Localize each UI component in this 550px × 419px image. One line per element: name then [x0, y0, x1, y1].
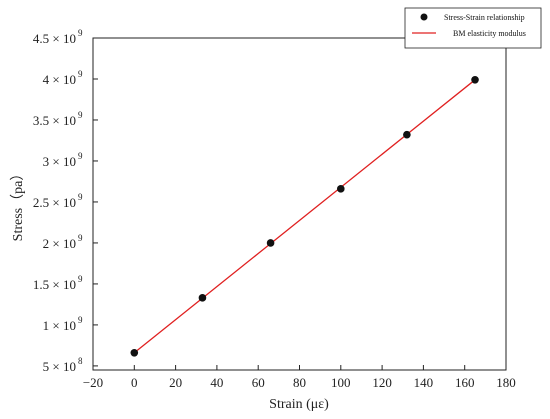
y-tick-mantissa: 4 — [43, 72, 50, 87]
y-axis-ticks: 5 × 10 81 × 10 91.5 × 10 92 × 10 92.5 × 10 93… — [33, 28, 98, 374]
y-tick-label: 2.5 × 10 — [33, 195, 76, 210]
y-tick-times-ten: × 10 — [49, 72, 76, 87]
x-tick-label: −20 — [83, 375, 103, 390]
y-tick-times-ten: × 10 — [49, 277, 76, 292]
plot-frame — [92, 37, 507, 371]
y-tick-label: 4 × 10 — [43, 72, 76, 87]
x-tick-label: 160 — [455, 375, 475, 390]
y-tick-mantissa: 2 — [43, 236, 50, 251]
data-point — [266, 239, 275, 247]
y-tick-mantissa: 1 — [43, 318, 50, 333]
x-axis-ticks: −20 0 20 40 60 80 100 120 140 160 180 — [83, 365, 516, 390]
y-tick-exponent: 9 — [78, 233, 83, 243]
y-tick-label: 1 × 10 — [43, 318, 76, 333]
legend-box — [404, 7, 542, 49]
y-tick-exponent: 8 — [78, 356, 83, 366]
x-tick-label: 20 — [169, 375, 182, 390]
y-tick-exponent: 9 — [78, 274, 83, 284]
y-tick-label: 5 × 10 — [43, 359, 76, 374]
y-tick-exponent: 9 — [78, 315, 83, 325]
x-axis-title: Strain (με) — [269, 397, 329, 412]
x-tick-label: 40 — [210, 375, 223, 390]
x-tick-label: 100 — [331, 375, 351, 390]
legend-label-scatter: Stress-Strain relationship — [444, 13, 525, 22]
legend: Stress-Strain relationship BM elasticity… — [404, 7, 542, 49]
y-tick-label: 2 × 10 — [43, 236, 76, 251]
y-tick-times-ten: × 10 — [49, 154, 76, 169]
y-tick-label: 1.5 × 10 — [33, 277, 76, 292]
x-tick-label: 120 — [372, 375, 392, 390]
legend-marker-scatter — [420, 13, 428, 21]
y-tick-exponent: 9 — [78, 192, 83, 202]
y-tick-mantissa: 3.5 — [33, 113, 49, 128]
y-tick-mantissa: 2.5 — [33, 195, 49, 210]
y-tick-mantissa: 4.5 — [33, 31, 49, 46]
y-tick-mantissa: 5 — [43, 359, 50, 374]
data-point — [198, 294, 207, 302]
y-tick-times-ten: × 10 — [49, 31, 76, 46]
data-point — [471, 76, 479, 84]
y-tick-exponent: 9 — [78, 28, 83, 38]
x-tick-label: 140 — [414, 375, 434, 390]
y-tick-exponent: 9 — [78, 110, 83, 120]
data-point — [337, 185, 345, 193]
x-tick-label: 0 — [131, 375, 138, 390]
legend-label-line: BM elasticity modulus — [453, 29, 526, 38]
y-tick-label: 4.5 × 10 — [33, 31, 76, 46]
x-tick-label: 80 — [293, 375, 306, 390]
y-tick-times-ten: × 10 — [49, 236, 76, 251]
x-tick-label: 60 — [252, 375, 265, 390]
series-layer — [130, 76, 479, 357]
y-tick-times-ten: × 10 — [49, 113, 76, 128]
y-tick-mantissa: 3 — [43, 154, 50, 169]
y-tick-label: 3 × 10 — [43, 154, 76, 169]
x-tick-label: 180 — [496, 375, 516, 390]
y-tick-mantissa: 1.5 — [33, 277, 49, 292]
fit-line — [133, 79, 476, 354]
y-axis-title: Stress（pa） — [10, 167, 26, 242]
y-tick-exponent: 9 — [78, 69, 83, 79]
y-tick-label: 3.5 × 10 — [33, 113, 76, 128]
data-point — [130, 348, 139, 357]
y-tick-times-ten: × 10 — [49, 318, 76, 333]
y-tick-times-ten: × 10 — [49, 195, 76, 210]
data-point — [403, 130, 411, 139]
y-tick-exponent: 9 — [78, 151, 83, 161]
y-tick-times-ten: × 10 — [49, 359, 76, 374]
